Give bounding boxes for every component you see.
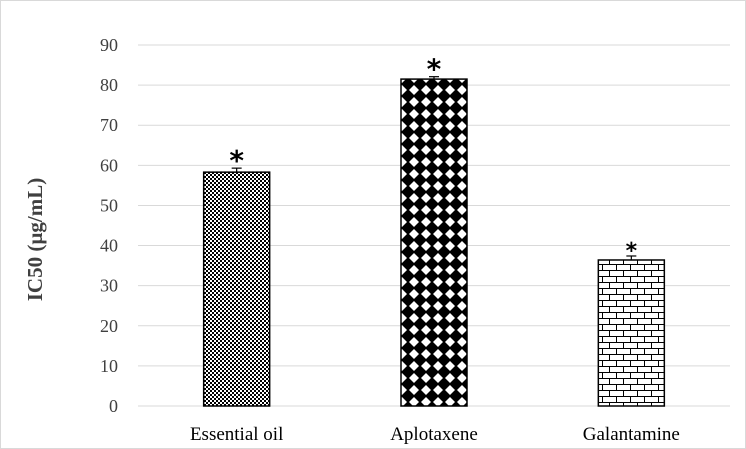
significance-asterisk: * [427,53,442,86]
y-tick-label: 40 [100,236,118,256]
x-category-label: Essential oil [190,424,283,445]
y-tick-label: 50 [100,195,118,215]
bar-essential-oil [202,171,271,407]
x-category-label: Aplotaxene [390,424,478,445]
significance-asterisk: * [229,144,244,177]
y-tick-label: 30 [100,276,118,296]
labels: 0 10 20 30 40 50 60 70 80 90 * Essential oil * Aplota… [23,35,680,445]
y-tick-label: 20 [100,316,118,336]
x-category-label: Galantamine [583,424,680,445]
bar-galantamine [597,259,666,407]
significance-asterisk: * [626,239,638,264]
y-axis-title: IC50 (µg/mL) [23,178,47,302]
y-tick-label: 90 [100,35,118,55]
bars [202,76,666,407]
y-tick-label: 0 [109,396,118,416]
bar-aplotaxene [400,78,468,407]
y-tick-label: 60 [100,155,118,175]
y-tick-label: 10 [100,356,118,376]
y-tick-label: 70 [100,115,118,135]
y-tick-label: 80 [100,75,118,95]
